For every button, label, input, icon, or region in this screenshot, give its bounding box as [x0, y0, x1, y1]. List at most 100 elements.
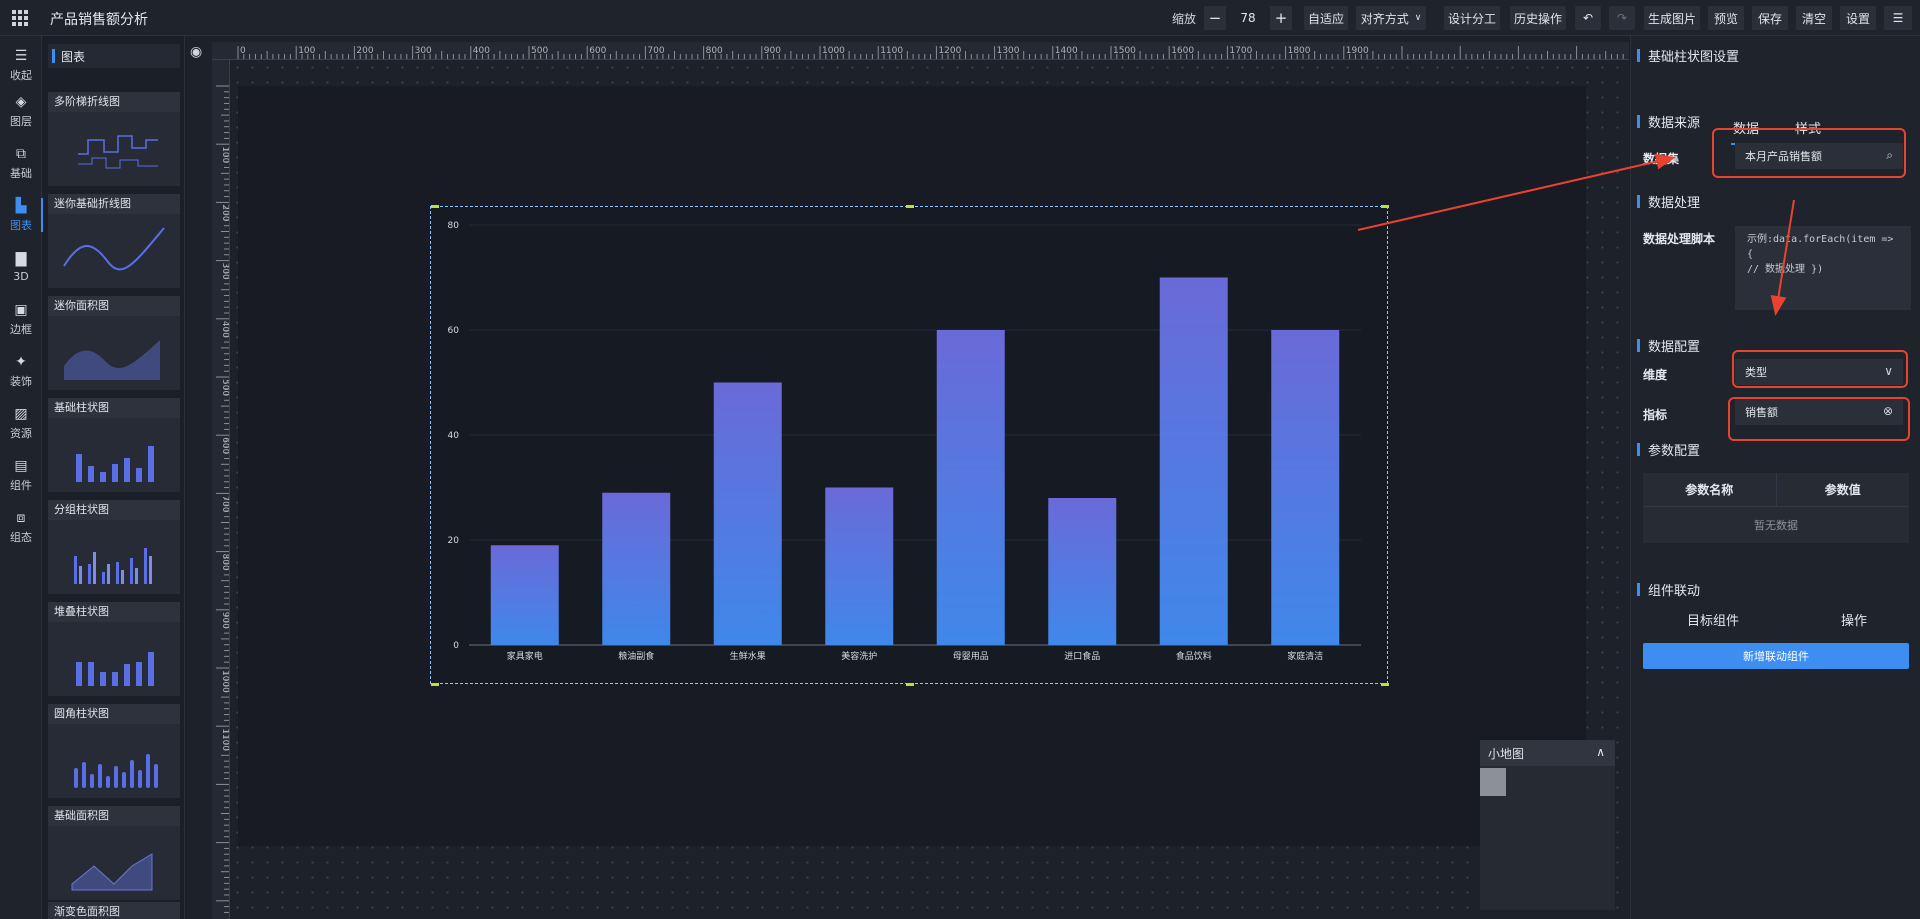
config-tabs: 数据 样式 — [1631, 76, 1920, 145]
metric-select[interactable]: 销售额 ⊗ — [1735, 399, 1903, 425]
ruler-label: 1600 — [1171, 46, 1194, 56]
minimap-header[interactable]: 小地图 ∧ — [1480, 740, 1615, 766]
bar[interactable] — [825, 487, 894, 646]
border-icon: ▣ — [14, 301, 28, 318]
add-link-button[interactable]: 新增联动组件 — [1643, 643, 1909, 669]
zoom-in-button[interactable]: + — [1274, 9, 1288, 27]
align-dropdown[interactable]: 对齐方式 ∨ — [1356, 6, 1426, 30]
ruler-label: 300 — [415, 46, 432, 56]
undo-icon[interactable]: ↶ — [1575, 6, 1601, 30]
bar[interactable] — [490, 545, 559, 645]
settings-button[interactable]: 设置 — [1840, 6, 1876, 30]
rail-decoration[interactable]: ✦ 装饰 — [10, 353, 32, 388]
ruler-label: 100 — [220, 146, 230, 163]
rounded-bar-thumbnail — [74, 754, 158, 788]
preview-button[interactable]: 预览 — [1708, 6, 1744, 30]
ruler-label: 500 — [220, 379, 230, 396]
dimension-select[interactable]: 类型 ∨ — [1735, 359, 1903, 385]
resize-handle[interactable] — [906, 205, 914, 208]
apps-grid-icon[interactable] — [12, 10, 28, 26]
resize-handle[interactable] — [431, 205, 439, 208]
rail-config[interactable]: ⧈ 组态 — [10, 509, 32, 544]
card-mini-area[interactable]: 迷你面积图 — [48, 296, 180, 390]
generate-image-button[interactable]: 生成图片 — [1644, 6, 1700, 30]
card-grouped-bar[interactable]: 分组柱状图 — [48, 500, 180, 594]
card-basic-bar[interactable]: 基础柱状图 — [48, 398, 180, 492]
section-linkage: 组件联动 — [1637, 580, 1700, 599]
config-icon: ⧈ — [16, 509, 26, 526]
zoom-control: − 78 + — [1204, 6, 1292, 30]
design-split-button[interactable]: 设计分工 — [1444, 6, 1500, 30]
panel-header: 图表 — [48, 44, 180, 68]
save-button[interactable]: 保存 — [1752, 6, 1788, 30]
resize-handle[interactable] — [431, 683, 439, 686]
fit-button[interactable]: 自适应 — [1304, 6, 1348, 30]
ruler-label: 900 — [764, 46, 781, 56]
cube-icon: ▇ — [15, 251, 27, 267]
resize-handle[interactable] — [1381, 683, 1389, 686]
card-stacked-bar[interactable]: 堆叠柱状图 — [48, 602, 180, 696]
rail-charts[interactable]: ▙ 图表 — [0, 192, 43, 238]
param-col-name: 参数名称 — [1643, 473, 1777, 506]
rail-resources[interactable]: ▨ 资源 — [10, 405, 32, 440]
section-data-processing: 数据处理 — [1637, 192, 1700, 211]
x-tick-label: 家庭清洁 — [1287, 650, 1323, 662]
clear-circle-icon[interactable]: ⊗ — [1882, 404, 1893, 418]
zoom-out-button[interactable]: − — [1208, 9, 1222, 27]
rail-collapse[interactable]: ☰ 收起 — [10, 47, 32, 82]
history-button[interactable]: 历史操作 — [1510, 6, 1566, 30]
y-tick-label: 40 — [448, 431, 460, 441]
search-icon[interactable]: ⌕ — [1886, 148, 1893, 162]
ruler-label: 1300 — [997, 46, 1020, 56]
ruler-left: 100 200 300 400 500 600 700 800 900 1000 1100 — [212, 60, 230, 919]
ruler-label: 400 — [220, 321, 230, 338]
eye-icon[interactable]: ◉ — [190, 44, 203, 60]
redo-icon[interactable]: ↷ — [1609, 6, 1635, 30]
image-icon: ▨ — [14, 405, 28, 422]
mini-area-thumbnail — [64, 340, 160, 380]
dataset-input[interactable]: 本月产品销售额 ⌕ — [1735, 143, 1903, 169]
ruler-label: 1100 — [220, 728, 230, 751]
ruler-label: 500 — [531, 46, 548, 56]
bar[interactable] — [1159, 277, 1228, 646]
bar[interactable] — [602, 492, 671, 645]
rail-basic[interactable]: ⧉ 基础 — [10, 145, 32, 180]
card-gradient-area[interactable]: 渐变色面积图 — [48, 902, 180, 919]
rail-layers[interactable]: ◈ 图层 — [10, 93, 32, 128]
annotation-box-dimension — [1732, 350, 1908, 388]
mini-line-thumbnail — [63, 227, 165, 271]
stacked-bar-thumbnail — [76, 652, 154, 686]
card-basic-area[interactable]: 基础面积图 — [48, 806, 180, 900]
selected-bar-chart[interactable]: 0 20 40 60 80 家具家电 粮油副食 生鲜水果 美容洗护 母婴用品 进口食品 食品饮料 家庭清… — [430, 205, 1389, 686]
card-rounded-bar[interactable]: 圆角柱状图 — [48, 704, 180, 798]
rail-border[interactable]: ▣ 边框 — [10, 301, 32, 336]
resize-handle[interactable] — [1381, 205, 1389, 208]
menu-icon[interactable]: ☰ — [1884, 6, 1912, 30]
ruler-label: 1000 — [822, 46, 845, 56]
link-col-action: 操作 — [1841, 614, 1868, 629]
zoom-value-input[interactable]: 78 — [1226, 6, 1270, 30]
ruler-label: 600 — [589, 46, 606, 56]
bar[interactable] — [1048, 498, 1117, 645]
rail-3d[interactable]: ▇ 3D — [13, 251, 29, 283]
bar[interactable] — [713, 382, 782, 646]
clear-button[interactable]: 清空 — [1796, 6, 1832, 30]
basic-bar-thumbnail — [76, 446, 154, 482]
bar[interactable] — [1271, 330, 1340, 645]
bar[interactable] — [936, 330, 1005, 645]
step-line-thumbnail — [78, 135, 158, 169]
zoom-label: 缩放 — [1172, 11, 1197, 26]
ruler-label: 1400 — [1055, 46, 1078, 56]
ruler-label: 200 — [220, 204, 230, 221]
x-tick-label: 粮油副食 — [618, 650, 654, 662]
minimap-viewport[interactable] — [1480, 768, 1506, 796]
chevron-up-icon[interactable]: ∧ — [1596, 745, 1605, 759]
script-textarea[interactable]: 示例:data.forEach(item => { // 数据处理 }) — [1735, 226, 1911, 310]
ruler-label: 800 — [706, 46, 723, 56]
component-panel: 图表 多阶梯折线图 迷你基础折线图 迷你面积图 基础柱状图 分组柱状图 — [43, 36, 185, 919]
resize-handle[interactable] — [906, 683, 914, 686]
y-tick-label: 80 — [448, 221, 460, 231]
card-mini-line[interactable]: 迷你基础折线图 — [48, 194, 180, 288]
card-multi-step-line[interactable]: 多阶梯折线图 — [48, 92, 180, 186]
rail-components[interactable]: ▤ 组件 — [10, 457, 32, 492]
